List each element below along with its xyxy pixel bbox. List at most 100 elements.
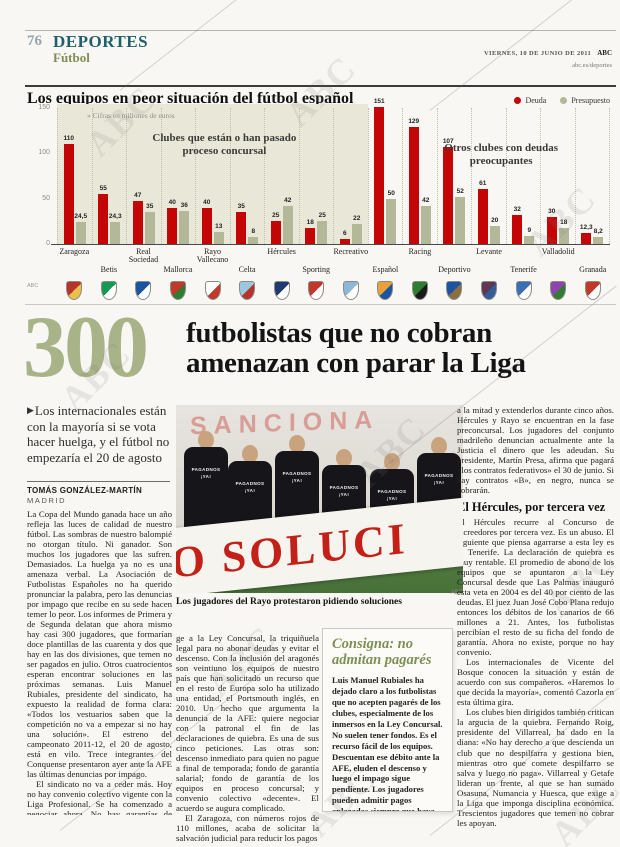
- bar-value-label: 129: [408, 118, 420, 126]
- bar-value-label: 151: [373, 98, 385, 106]
- team-axis-cell: Celta: [230, 246, 265, 302]
- team-axis-cell: Tenerife: [506, 246, 541, 302]
- team-name-label: Racing: [408, 247, 432, 256]
- team-crest-icon: [100, 281, 117, 300]
- player-head: [242, 445, 258, 463]
- pullquote-text: Consigna: no admitan pagarés: [332, 636, 432, 668]
- shirt-text: ¡YA!: [200, 473, 212, 479]
- team-crest-icon: [411, 281, 428, 300]
- team-bar-group: 12,3 8,2: [576, 108, 610, 244]
- deck-text: Los internacionales están con la mayoría…: [27, 403, 170, 465]
- shirt-text: PAGADNOS: [377, 489, 407, 494]
- shirt-text: ¡YA!: [386, 495, 398, 501]
- bar-value-label: 35: [237, 203, 245, 211]
- team-axis-cell: Levante: [472, 246, 507, 302]
- bar-value-label: 52: [456, 187, 464, 195]
- bar-value-label: 9: [527, 226, 532, 234]
- shirt-text: ¡YA!: [291, 477, 303, 483]
- team-name-label: Hércules: [267, 247, 296, 256]
- team-crest-icon: [135, 281, 152, 300]
- team-axis-cell: Rayo Vallecano: [195, 246, 230, 302]
- team-axis-cell: Deportivo: [437, 246, 472, 302]
- presupuesto-bar: 9: [524, 227, 535, 244]
- subsection-title: Fútbol: [53, 50, 90, 65]
- bar-value-label: 13: [215, 223, 223, 231]
- team-crest-icon: [66, 281, 83, 300]
- team-name-label: Levante: [476, 247, 502, 256]
- team-bar-group: 40 13: [196, 108, 231, 244]
- date-text: VIERNES, 10 DE JUNIO DE 2011: [483, 50, 592, 57]
- presupuesto-bar: 13: [213, 223, 224, 244]
- deuda-bar: 18: [305, 219, 316, 244]
- legend-item-deuda: Deuda: [514, 96, 546, 105]
- team-name-label: Tenerife: [510, 265, 537, 274]
- team-name-label: Sporting: [302, 265, 330, 274]
- team-name-label: Granada: [579, 265, 607, 274]
- pullquote-body: Luis Manuel Rubiales ha dejado claro a l…: [332, 675, 443, 812]
- team-bar-group: 6 22: [334, 108, 369, 244]
- team-bar-group: 55 24,3: [93, 108, 127, 244]
- header-date-block: VIERNES, 10 DE JUNIO DE 2011 ABC abc.es/d…: [484, 40, 612, 69]
- team-crest-icon: [308, 281, 325, 300]
- team-name-label: Real Sociedad: [128, 247, 159, 265]
- shirt-text: ¡YA!: [244, 487, 256, 493]
- chart-title: Los equipos en peor situación del fútbol…: [27, 90, 354, 107]
- bar-value-label: 42: [422, 196, 430, 204]
- deuda-bar: 40: [201, 199, 212, 244]
- bar-value-label: 107: [442, 138, 454, 145]
- chart-bottom-rule: [25, 304, 616, 305]
- bar-value-label: 110: [63, 135, 75, 143]
- paragraph: El Zaragoza, con números rojos de 110 mi…: [176, 813, 319, 844]
- paragraph: El Hércules recurre al Concurso de Acree…: [457, 517, 614, 658]
- team-name-label: Recreativo: [333, 247, 369, 256]
- player-head: [431, 437, 447, 455]
- deuda-bar: 35: [236, 203, 247, 244]
- bar-value-label: 22: [353, 215, 361, 223]
- bar-value-label: 36: [180, 202, 188, 210]
- photo-caption: Los jugadores del Rayo protestaron pidie…: [176, 597, 402, 607]
- brand-abc: ABC: [597, 49, 612, 57]
- bar-value-label: 24,3: [108, 212, 122, 220]
- deuda-bar: 107: [443, 138, 454, 244]
- bar-value-label: 25: [318, 212, 326, 220]
- team-crest-icon: [515, 281, 532, 300]
- article-column-2: ge a la Ley Concursal, la triquiñuela le…: [176, 633, 319, 847]
- bar-value-label: 40: [203, 198, 211, 206]
- team-axis-cell: Real Sociedad: [126, 246, 161, 302]
- team-axis-cell: Mallorca: [161, 246, 196, 302]
- deuda-bar: 129: [408, 118, 419, 244]
- player-head: [336, 449, 352, 467]
- team-name-label: Rayo Vallecano: [196, 247, 229, 265]
- team-bar-group: 110 24,5: [57, 108, 93, 244]
- deuda-bar: 12,3: [580, 224, 593, 244]
- bar-value-label: 12,3: [579, 223, 593, 231]
- chart-bars: 110 24,5 55 24,3 47 35 40 36 40 13 35 8 25 42 18 25 6 22 1…: [57, 98, 610, 244]
- deuda-bar: 25: [270, 212, 281, 244]
- presupuesto-dot-icon: [560, 97, 568, 104]
- team-bar-group: 18 25: [300, 108, 334, 244]
- presupuesto-bar: 22: [351, 215, 362, 244]
- shirt-text: ¡YA!: [433, 479, 445, 485]
- bar-value-label: 30: [548, 207, 556, 215]
- team-axis-cell: Granada: [575, 246, 610, 302]
- team-axis-cell: Recreativo: [333, 246, 368, 302]
- shirt-text: PAGADNOS: [329, 485, 359, 490]
- article-column-1: La Copa del Mundo ganada hace un año ref…: [27, 509, 172, 815]
- pullquote-box: Consigna: no admitan pagarés Luis Manuel…: [322, 628, 453, 812]
- team-axis-cell: Betis: [92, 246, 127, 302]
- bar-value-label: 24,5: [74, 212, 88, 220]
- team-crest-icon: [446, 281, 463, 300]
- player-figure: PAGADNOS ¡YA!: [184, 431, 228, 531]
- presupuesto-bar: 24,3: [109, 213, 122, 244]
- deuda-bar: 55: [98, 185, 109, 244]
- team-bar-group: 107 52: [438, 108, 472, 244]
- team-name-label: Betis: [100, 265, 118, 274]
- legend-label: Presupuesto: [571, 96, 610, 105]
- team-name-label: Zaragoza: [59, 247, 90, 256]
- bar-value-label: 8,2: [593, 227, 603, 235]
- headline-line1: futbolistas que no cobran: [186, 317, 492, 349]
- team-crest-icon: [481, 281, 498, 300]
- team-crest-icon: [550, 281, 567, 300]
- bar-value-label: 25: [272, 212, 280, 220]
- team-crest-icon: [169, 281, 186, 300]
